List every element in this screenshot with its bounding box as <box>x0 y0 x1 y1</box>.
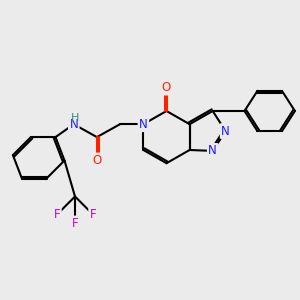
Text: O: O <box>162 81 171 94</box>
Text: O: O <box>92 154 101 167</box>
Text: N: N <box>139 118 148 131</box>
Text: N: N <box>208 144 217 158</box>
Text: N: N <box>221 124 230 138</box>
Text: N: N <box>69 118 78 131</box>
Text: H: H <box>71 112 80 123</box>
Text: F: F <box>54 208 60 221</box>
Text: F: F <box>72 217 78 230</box>
Text: F: F <box>90 208 96 221</box>
